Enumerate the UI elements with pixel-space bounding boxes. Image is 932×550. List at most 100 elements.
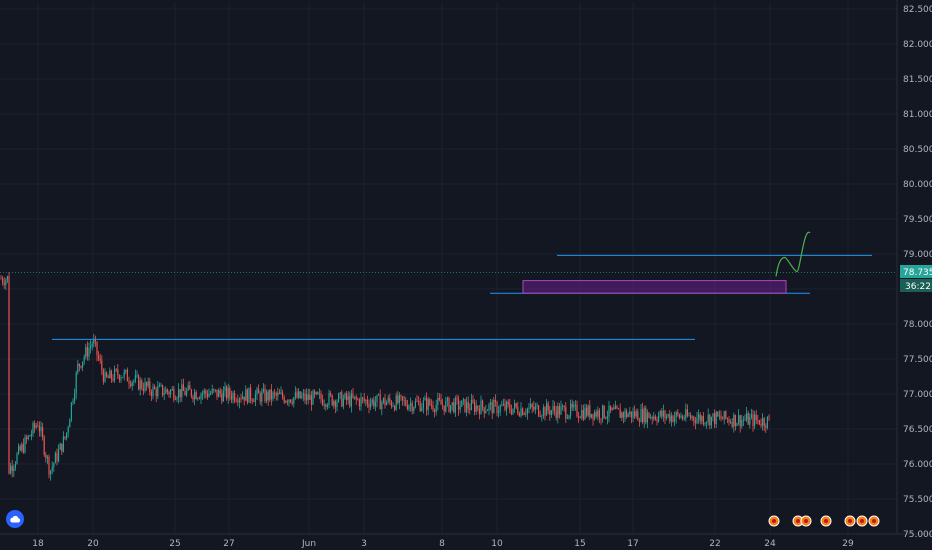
candle-body <box>558 405 560 415</box>
candle-body <box>472 399 474 403</box>
candle-body <box>312 391 314 405</box>
candle-body <box>274 392 276 394</box>
candle-body <box>526 408 528 414</box>
candle-body <box>123 371 125 378</box>
candle-body <box>115 369 117 371</box>
candle-body <box>24 437 26 453</box>
candle-body <box>389 398 391 402</box>
candle-body <box>283 397 285 403</box>
candle-body <box>291 402 293 404</box>
candle-body <box>525 413 527 415</box>
candle-body <box>142 388 144 392</box>
candle-body <box>378 394 380 396</box>
candle-body <box>557 405 559 418</box>
candle-body <box>16 453 18 464</box>
candle-body <box>208 393 210 398</box>
candle-body <box>30 434 32 437</box>
candle-body <box>243 396 245 401</box>
candle-body <box>723 411 725 420</box>
candle-body <box>35 425 37 428</box>
candle-body <box>616 406 618 409</box>
x-tick-label: 15 <box>574 539 585 549</box>
candle-body <box>418 401 420 403</box>
candle-body <box>205 390 207 394</box>
candle-body <box>0 278 2 280</box>
candle-body <box>216 389 218 398</box>
candle-body <box>482 400 484 408</box>
candle-body <box>382 397 384 403</box>
candle-body <box>202 393 204 395</box>
cloud-icon <box>10 515 21 523</box>
candle-body <box>58 449 60 462</box>
candle-body <box>469 408 471 410</box>
candle-body <box>706 422 708 424</box>
candle-body <box>197 398 199 400</box>
candle-body <box>494 399 496 402</box>
candle-body <box>174 399 176 401</box>
candle-body <box>286 401 288 403</box>
candle-body <box>397 395 399 404</box>
candle-body <box>232 393 234 400</box>
candle-body <box>738 415 740 424</box>
candle-body <box>598 410 600 419</box>
candle-body <box>760 424 762 426</box>
projection-path[interactable] <box>775 232 811 277</box>
candle-body <box>392 406 394 407</box>
candle-body <box>690 415 692 419</box>
candle-body <box>691 416 693 419</box>
event-dot <box>848 519 852 523</box>
candle-body <box>242 396 244 399</box>
drawings <box>0 232 897 340</box>
candle-body <box>749 416 751 425</box>
candle-body <box>554 406 556 411</box>
candle-body <box>427 399 429 411</box>
candle-body <box>203 390 205 394</box>
y-tick-label: 77.500 <box>903 355 932 365</box>
candle-body <box>221 393 223 402</box>
time-axis[interactable]: 18 20 25 27 Jun 3 8 10 15 17 22 24 29 <box>32 539 854 549</box>
candles <box>0 271 770 481</box>
candle-body <box>514 403 516 409</box>
candle-body <box>365 400 367 401</box>
candle-body <box>272 392 274 400</box>
candle-body <box>146 382 148 387</box>
event-markers[interactable] <box>768 515 880 527</box>
candle-body <box>229 388 231 396</box>
candle-body <box>248 387 250 403</box>
candle-body <box>394 406 396 410</box>
candle-body <box>610 405 612 411</box>
candle-body <box>550 410 552 415</box>
candle-body <box>747 413 749 425</box>
support-zone-rectangle[interactable] <box>522 280 787 294</box>
candle-body <box>426 398 428 411</box>
candle-body <box>298 391 300 398</box>
y-tick-label: 78.000 <box>903 320 932 330</box>
event-dot <box>872 519 876 523</box>
candle-body <box>83 356 85 362</box>
candle-body <box>528 407 530 409</box>
candle-body <box>547 403 549 411</box>
x-tick-label: 25 <box>169 539 180 549</box>
candle-body <box>362 397 364 399</box>
candle-body <box>650 417 652 418</box>
candle-body <box>314 391 316 395</box>
tradingview-cloud-icon[interactable] <box>6 510 24 528</box>
candle-body <box>78 363 80 366</box>
candle-body <box>117 369 119 376</box>
candle-body <box>99 358 101 361</box>
candle-body <box>50 470 52 475</box>
candle-body <box>102 370 104 382</box>
candle-body <box>413 407 415 411</box>
candle-body <box>11 465 13 472</box>
candle-body <box>442 404 444 406</box>
candle-body <box>634 411 636 417</box>
candle-body <box>560 406 562 415</box>
candle-body <box>275 393 277 396</box>
candle-body <box>147 381 149 387</box>
candle-body <box>722 418 724 420</box>
candle-body <box>642 409 644 423</box>
candle-body <box>414 401 416 408</box>
candle-body <box>379 394 381 410</box>
candle-body <box>237 400 239 403</box>
